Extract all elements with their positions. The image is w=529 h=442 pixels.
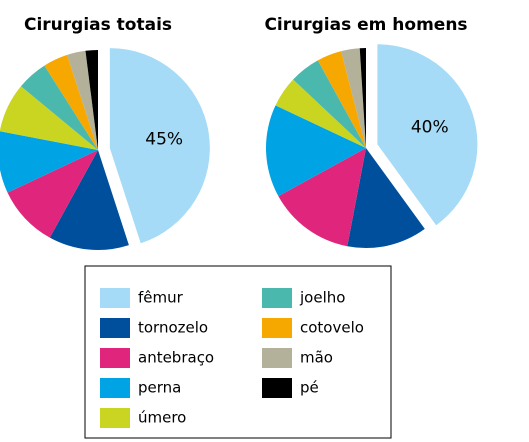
legend-label: perna	[138, 379, 181, 397]
value-label: 45%	[145, 130, 183, 150]
pie-slice	[278, 148, 366, 247]
pie-slice	[317, 51, 366, 148]
legend-swatch	[262, 378, 292, 398]
legend-swatch	[100, 408, 130, 428]
legend-label: fêmur	[138, 289, 184, 307]
pie-slice	[20, 65, 98, 150]
pie-slice	[85, 50, 98, 150]
legend-label: tornozelo	[138, 319, 208, 337]
pie-slice	[341, 48, 366, 148]
legend-label: joelho	[299, 289, 345, 307]
pie-slice	[109, 48, 210, 244]
legend-label: pé	[300, 379, 319, 397]
pie-slice	[49, 150, 129, 250]
pie-slice	[7, 150, 98, 238]
pie-slice	[266, 105, 366, 197]
pie-slice	[347, 148, 425, 248]
value-label: 40%	[411, 117, 449, 137]
pie-slice	[0, 86, 98, 150]
legend-label: mão	[300, 349, 333, 367]
pie-slice	[275, 79, 366, 148]
chart-title: Cirurgias em homens	[264, 15, 467, 35]
pie-slice	[67, 50, 98, 150]
legend-swatch	[100, 288, 130, 308]
legend-box	[84, 265, 392, 439]
pie-slice	[359, 48, 366, 148]
chart-title: Cirurgias totais	[24, 15, 172, 35]
legend-swatch	[100, 378, 130, 398]
pie-slice	[377, 44, 478, 226]
pie-slice	[293, 60, 366, 148]
legend-label: antebraço	[138, 349, 214, 367]
legend-swatch	[262, 318, 292, 338]
legend-label: cotovelo	[300, 319, 364, 337]
legend-label: úmero	[138, 409, 186, 427]
pie-slice	[0, 131, 98, 193]
legend-swatch	[100, 318, 130, 338]
legend-swatch	[262, 288, 292, 308]
legend-swatch	[100, 348, 130, 368]
pie-slice	[44, 54, 98, 150]
legend-swatch	[262, 348, 292, 368]
